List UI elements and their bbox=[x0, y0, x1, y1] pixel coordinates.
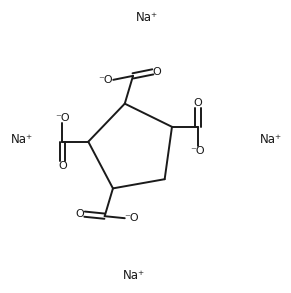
Text: ⁻O: ⁻O bbox=[55, 113, 70, 123]
Text: Na⁺: Na⁺ bbox=[10, 133, 33, 146]
Text: O: O bbox=[58, 161, 67, 171]
Text: O: O bbox=[153, 67, 162, 77]
Text: Na⁺: Na⁺ bbox=[260, 133, 282, 146]
Text: O: O bbox=[194, 98, 202, 108]
Text: Na⁺: Na⁺ bbox=[136, 11, 158, 24]
Text: ⁻O: ⁻O bbox=[125, 213, 139, 223]
Text: O: O bbox=[76, 209, 85, 219]
Text: ⁻O: ⁻O bbox=[99, 75, 113, 85]
Text: Na⁺: Na⁺ bbox=[123, 269, 145, 282]
Text: ⁻O: ⁻O bbox=[191, 146, 205, 156]
